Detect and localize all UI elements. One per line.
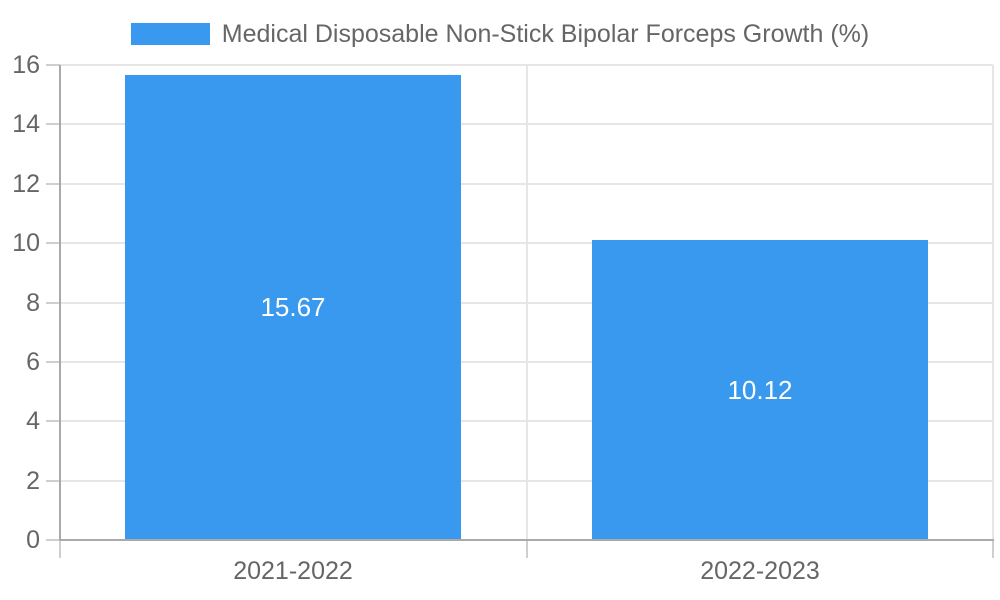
y-axis-tick-label: 0 <box>26 526 40 554</box>
y-tick-mark <box>46 242 60 245</box>
y-axis-tick-label: 10 <box>12 229 40 258</box>
bar-value-label: 10.12 <box>727 375 793 405</box>
bar-2022-2023[interactable] <box>592 239 928 540</box>
y-axis-line <box>59 65 61 541</box>
y-axis-tick-label: 8 <box>26 288 40 317</box>
y-tick-mark <box>46 64 60 66</box>
y-tick-mark <box>46 539 60 541</box>
legend-item[interactable]: Medical Disposable Non-Stick Bipolar For… <box>130 19 870 49</box>
y-axis-tick-label: 2 <box>26 466 40 495</box>
y-axis-tick-label: 16 <box>12 51 40 79</box>
x-gridline <box>525 65 528 540</box>
y-tick-mark <box>46 360 60 363</box>
x-axis-category-label: 2021-2022 <box>233 557 353 585</box>
x-gridline <box>992 65 994 540</box>
x-tick-mark <box>525 540 528 558</box>
x-tick-mark <box>59 540 61 558</box>
legend-swatch <box>130 23 210 45</box>
y-axis-tick-label: 4 <box>26 407 40 436</box>
y-axis-tick-label: 6 <box>26 347 40 376</box>
bar-value-label: 15.67 <box>260 292 326 322</box>
y-tick-mark <box>46 301 60 304</box>
y-axis-tick-label: 12 <box>12 169 40 198</box>
y-tick-mark <box>46 420 60 423</box>
y-tick-mark <box>46 479 60 482</box>
legend-label: Medical Disposable Non-Stick Bipolar For… <box>221 20 870 48</box>
y-axis-tick-label: 14 <box>12 110 40 139</box>
y-tick-mark <box>46 123 60 126</box>
y-tick-mark <box>46 182 60 185</box>
chart-legend: Medical Disposable Non-Stick Bipolar For… <box>0 19 1000 49</box>
x-tick-mark <box>992 540 994 558</box>
x-axis-category-label: 2022-2023 <box>700 557 820 585</box>
x-axis-line <box>59 539 994 541</box>
bar-2021-2022[interactable] <box>125 74 461 540</box>
